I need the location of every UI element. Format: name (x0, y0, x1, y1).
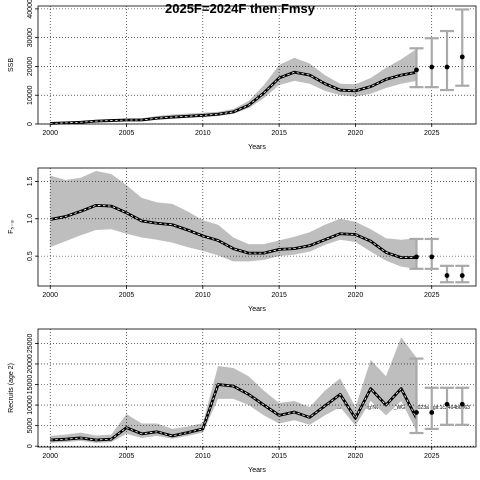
recruits-proj-point (414, 410, 419, 415)
fbar-ylabel: F₅₋₈ (8, 220, 15, 234)
fbar-proj-point (414, 254, 419, 260)
ssb-xtick-label: 2015 (271, 130, 287, 137)
ssb-proj-point (414, 67, 419, 73)
recruits-ci-band (50, 337, 417, 443)
recruits-xtick-label: 2000 (42, 453, 58, 460)
fbar-xtick-label: 2015 (271, 292, 287, 299)
recruits-plot-frame (37, 328, 477, 448)
fbar-xtick-label: 2020 (348, 292, 364, 299)
ssb-xtick-label: 2010 (195, 130, 211, 137)
recruits-xtick-label: 2005 (119, 453, 135, 460)
fbar-plot-frame (37, 167, 477, 287)
recruits-xtick-label: 2025 (424, 453, 440, 460)
ssb-ci-band (50, 49, 417, 124)
recruits-ytick-label: 5000 (27, 418, 34, 434)
recruits-ytick-label: 20000 (27, 354, 34, 374)
recruits-ytick-label: 10000 (27, 395, 34, 415)
recruits-xtick-label: 2010 (195, 453, 211, 460)
ssb-ytick-label: 10000 (27, 85, 34, 105)
recruits-ytick-label: 15000 (27, 375, 34, 395)
ssb-proj-point (459, 54, 465, 60)
recruits-xtick-label: 2015 (271, 453, 287, 460)
ssb-ytick-label: 40000 (27, 0, 34, 19)
ssb-xlabel: Years (248, 144, 266, 151)
fbar-panel: 2000 2005 2010 2015 2020 2025 0.5 1.0 1.5 Years F₅… (8, 167, 477, 313)
ssb-estimate-line (50, 70, 417, 125)
fbar-xlabel: Years (248, 306, 266, 313)
recruits-xlabel: Years (248, 467, 266, 474)
fbar-ci-band (50, 170, 417, 269)
ssb-proj-point (429, 64, 435, 70)
recruits-ytick-label: 25000 (27, 334, 34, 354)
fbar-xtick-label: 2000 (42, 292, 58, 299)
fbar-proj-point (444, 273, 450, 278)
fbar-xtick-label: 2005 (119, 292, 135, 299)
fbar-ytick-label: 1.5 (27, 176, 34, 186)
ssb-plot-frame (37, 5, 477, 125)
recruits-panel: 2000 2005 2010 2015 2020 20250500010000150002… (8, 328, 477, 474)
fbar-ytick-label: 1.0 (27, 214, 34, 224)
fbar-xtick-label: 2010 (195, 292, 211, 299)
ssb-xtick-label: 2020 (348, 130, 364, 137)
ssb-proj-point (444, 64, 450, 70)
fbar-ytick-label: 0.5 (27, 251, 34, 261)
recruits-ylabel: Recruits (age 2) (8, 363, 15, 413)
ssb-xtick-label: 2000 (42, 130, 58, 137)
ssb-ytick-label: 0 (27, 122, 34, 126)
fbar-proj-point (459, 273, 465, 278)
fbar-proj-point (429, 254, 435, 260)
recruits-proj-point (459, 401, 465, 407)
ssb-xtick-label: 2025 (424, 130, 440, 137)
footer-note: stockassessment.org:NWW005_WGBC_2023a : … (324, 405, 470, 411)
recruits-estimate-dash (50, 384, 417, 441)
recruits-xtick-label: 2020 (348, 453, 364, 460)
ssb-estimate-dash (50, 71, 417, 124)
recruits-proj-point (429, 410, 435, 415)
ssb-ytick-label: 30000 (27, 28, 34, 48)
fbar-xtick-label: 2025 (424, 292, 440, 299)
recruits-ytick-label: 0 (27, 444, 34, 448)
fbar-estimate-line (49, 203, 417, 260)
figure-title: 2025F=2024F then Fmsy (165, 1, 316, 16)
ssb-ylabel: SSB (8, 58, 15, 72)
ssb-xtick-label: 2005 (119, 130, 135, 137)
ssb-panel: 2000 2005 2010 2015 2020 2025 0 10000 20000 30000… (8, 0, 477, 151)
recruits-proj-point (444, 401, 450, 407)
ssb-ytick-label: 20000 (27, 57, 34, 77)
